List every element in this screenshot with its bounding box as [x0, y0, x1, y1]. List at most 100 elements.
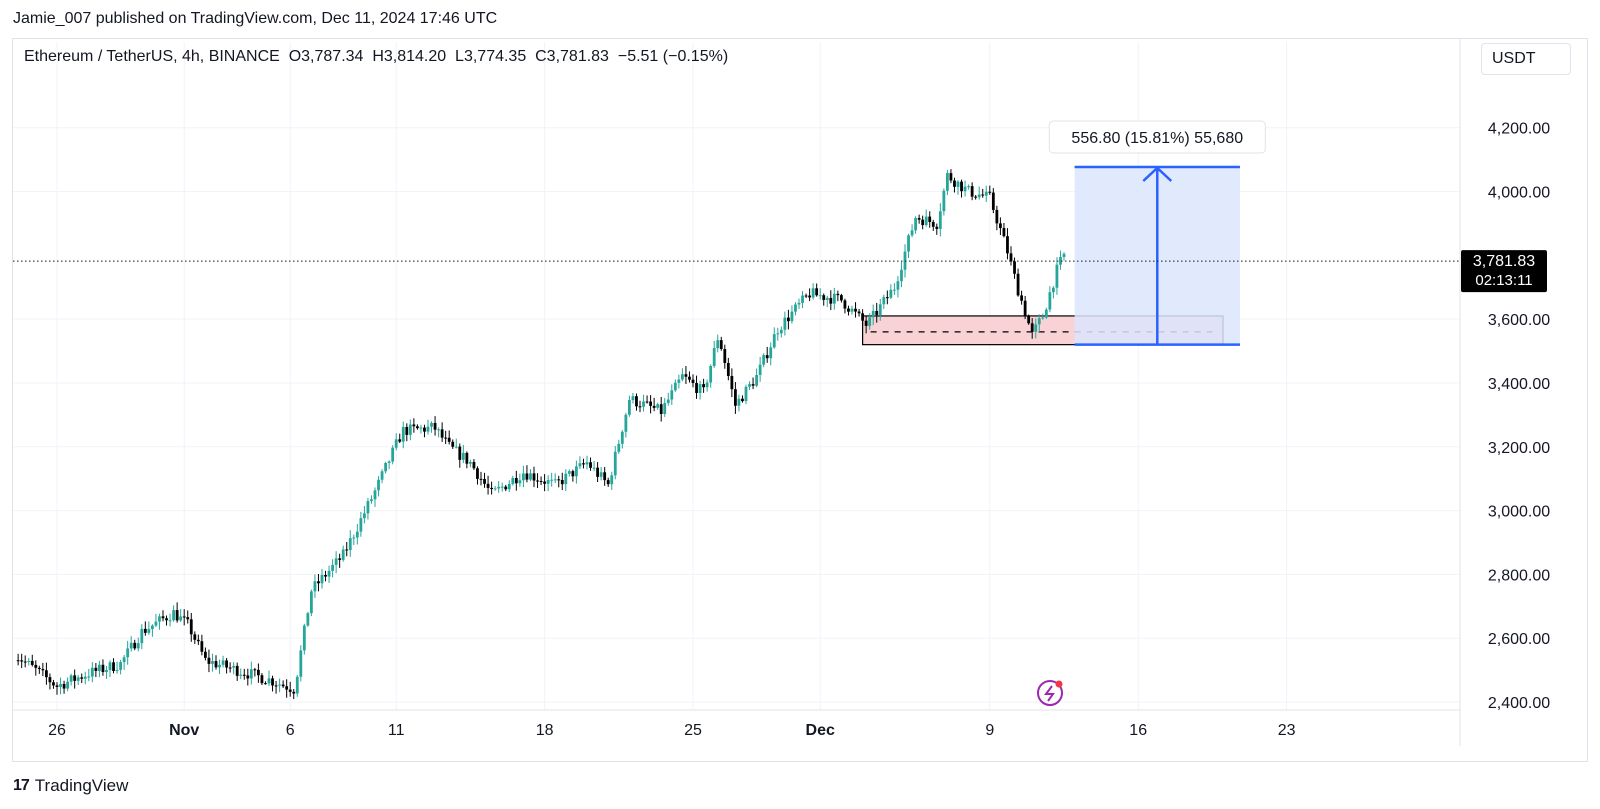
candle-body	[811, 288, 815, 298]
candle-body	[426, 426, 430, 432]
candle-body	[158, 616, 161, 622]
candle-body	[274, 685, 278, 687]
candle-body	[840, 295, 843, 301]
candle-body	[151, 625, 154, 630]
candle-body	[628, 400, 631, 415]
candle-body	[726, 362, 730, 376]
candle-body	[624, 414, 628, 432]
x-tick-label: 18	[536, 722, 554, 739]
candle-body	[546, 480, 550, 484]
candle-body	[751, 384, 755, 386]
candle-body	[532, 473, 536, 481]
candle-body	[242, 674, 246, 676]
candle-body	[143, 628, 147, 633]
candle-body	[430, 422, 433, 427]
candle-body	[370, 499, 373, 502]
candle-body	[476, 468, 479, 479]
measure-label-box	[1048, 120, 1266, 154]
candle-body	[652, 405, 656, 408]
candle-body	[119, 662, 122, 670]
candle-body	[560, 479, 564, 485]
candle-body	[76, 677, 80, 681]
candle-body	[698, 384, 702, 393]
candle-body	[271, 678, 274, 686]
candle-body	[232, 665, 236, 668]
candle-body	[154, 621, 158, 626]
candle-body	[264, 683, 267, 685]
candle-body	[288, 689, 292, 692]
candle-body	[956, 181, 960, 187]
candle-body	[539, 480, 543, 482]
candle-body	[645, 401, 649, 403]
y-tick-label: 3,000.00	[1488, 504, 1550, 521]
candle-body	[147, 629, 151, 633]
candle-body	[69, 675, 73, 682]
candle-body	[589, 462, 592, 468]
candle-body	[617, 443, 621, 452]
candle-body	[850, 308, 854, 312]
last-price-label: 3,781.83	[1473, 253, 1535, 270]
y-tick-label: 3,400.00	[1488, 376, 1550, 393]
candle-body	[543, 481, 546, 484]
candle-body	[864, 320, 868, 326]
candle-body	[16, 660, 20, 662]
candle-body	[776, 333, 780, 335]
candle-body	[108, 662, 112, 671]
x-tick-label: 25	[684, 722, 702, 739]
candle-body	[783, 317, 787, 330]
candle-body	[249, 669, 253, 679]
candle-body	[122, 657, 126, 663]
candle-body	[1048, 292, 1052, 310]
candle-body	[606, 480, 610, 485]
candle-body	[419, 427, 423, 429]
candle-body	[924, 216, 928, 226]
candle-body	[133, 642, 137, 649]
candle-body	[769, 347, 773, 359]
candle-body	[327, 570, 331, 577]
y-tick-label: 3,200.00	[1488, 440, 1550, 457]
candle-body	[1006, 236, 1009, 254]
candle-body	[1030, 323, 1034, 332]
measure-tool: 556.80 (15.81%) 55,680	[1048, 120, 1266, 346]
footer-brand[interactable]: 17 TradingView	[13, 776, 128, 796]
candle-body	[1020, 295, 1023, 301]
candle-body	[98, 664, 101, 671]
candle-body	[896, 281, 900, 290]
candle-body	[847, 308, 850, 312]
candle-body	[995, 209, 999, 224]
candle-body	[928, 216, 932, 222]
candle-body	[991, 192, 995, 210]
candle-body	[465, 452, 469, 464]
candle-body	[246, 675, 250, 679]
candle-body	[836, 293, 840, 296]
y-tick-label: 4,000.00	[1488, 185, 1550, 202]
candle-body	[709, 365, 713, 383]
candle-body	[829, 297, 833, 304]
candle-body	[730, 375, 734, 390]
candle-body	[663, 403, 667, 414]
candle-body	[387, 461, 391, 463]
candle-body	[168, 620, 172, 622]
candle-body	[193, 634, 197, 640]
candle-body	[808, 295, 811, 298]
candle-body	[310, 591, 313, 614]
measure-label: 556.80 (15.81%) 55,680	[1071, 130, 1243, 147]
candle-body	[225, 660, 228, 668]
candle-body	[1034, 324, 1038, 332]
candle-body	[723, 348, 727, 363]
candle-body	[518, 480, 522, 484]
candle-body	[917, 218, 921, 220]
currency-selector[interactable]: USDT	[1481, 43, 1571, 75]
candle-body	[41, 669, 45, 671]
candle-body	[741, 398, 744, 402]
candle-body	[292, 691, 296, 694]
candle-body	[355, 531, 359, 538]
candle-body	[762, 355, 766, 365]
candle-body	[825, 297, 829, 300]
candle-body	[338, 558, 342, 560]
candle-body	[748, 384, 751, 387]
candle-body	[352, 537, 356, 539]
candle-body	[878, 304, 882, 315]
candle-body	[1009, 253, 1013, 262]
